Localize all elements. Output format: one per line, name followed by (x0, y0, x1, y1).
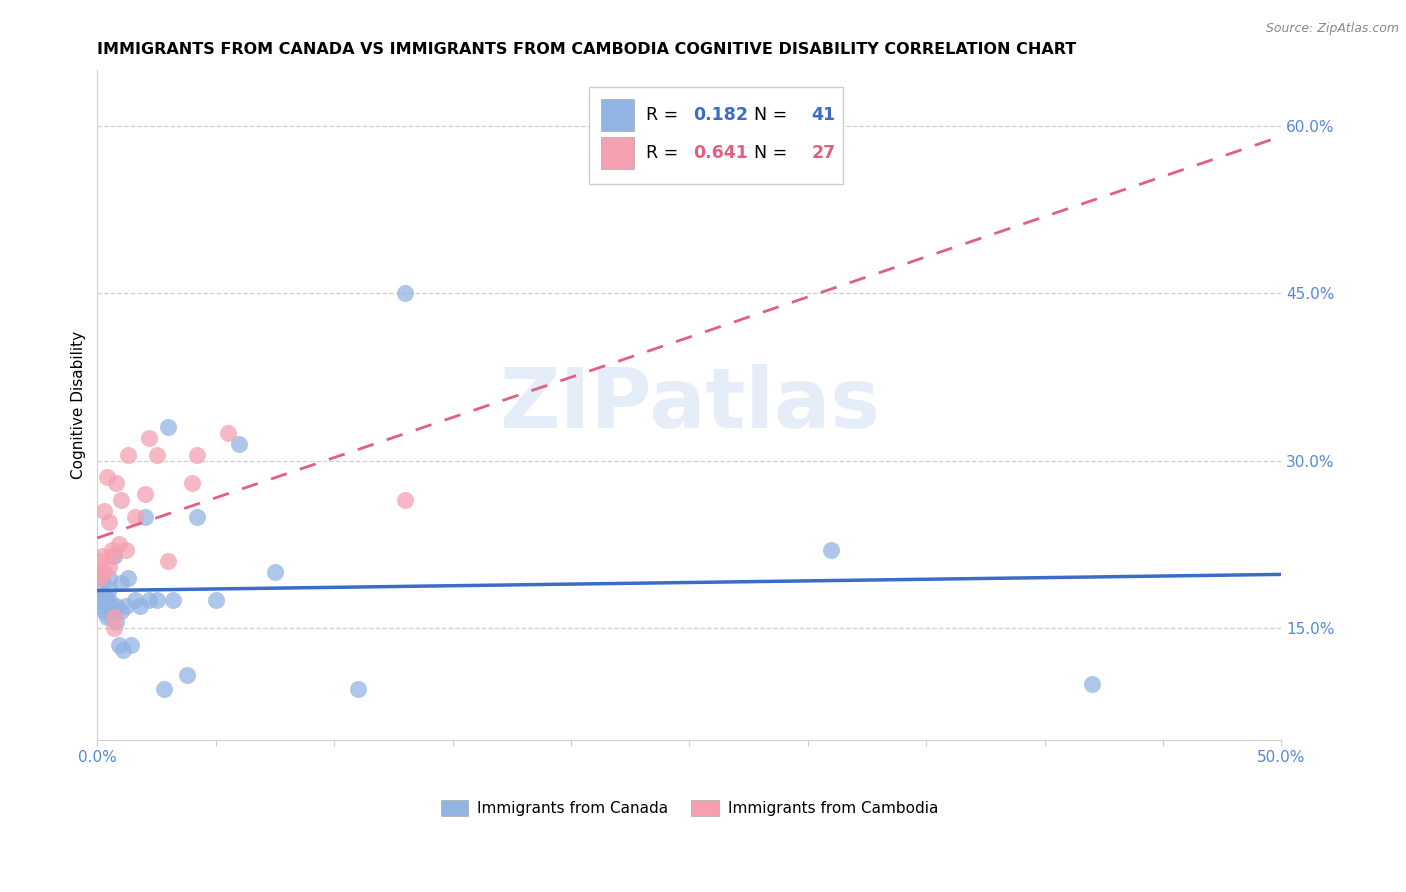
Point (394, 286, 416, 301)
Point (98, 582, 121, 596)
Point (91, 571, 114, 585)
Point (129, 599, 152, 613)
Point (103, 604, 125, 618)
Text: R =: R = (645, 106, 683, 124)
Point (93, 588, 115, 602)
Point (157, 554, 180, 568)
Point (134, 509, 156, 524)
Point (91, 593, 114, 607)
Point (138, 432, 160, 446)
Point (96, 593, 118, 607)
Point (145, 593, 167, 607)
Point (110, 576, 132, 591)
Point (124, 509, 146, 524)
Point (91, 549, 114, 563)
Point (117, 448, 139, 462)
Point (107, 638, 129, 652)
Point (100, 543, 122, 558)
Point (264, 566, 287, 580)
Point (347, 682, 370, 697)
Text: N =: N = (742, 106, 793, 124)
Point (105, 476, 128, 491)
Point (96, 610, 118, 624)
Point (103, 549, 125, 563)
Text: R =: R = (645, 144, 683, 161)
Text: 41: 41 (811, 106, 835, 124)
Point (98, 571, 121, 585)
Point (117, 571, 139, 585)
Point (93, 566, 115, 580)
Point (98, 593, 121, 607)
Point (157, 420, 180, 434)
Point (120, 638, 142, 652)
FancyBboxPatch shape (600, 99, 634, 131)
Point (394, 492, 416, 507)
Point (98, 515, 121, 529)
Text: ZIPatlas: ZIPatlas (499, 365, 880, 445)
Point (100, 599, 122, 613)
Point (186, 509, 208, 524)
Point (98, 559, 121, 574)
Point (96, 470, 118, 484)
Point (103, 610, 125, 624)
Legend: Immigrants from Canada, Immigrants from Cambodia: Immigrants from Canada, Immigrants from … (434, 794, 945, 822)
Point (103, 621, 125, 635)
Text: N =: N = (742, 144, 793, 161)
Point (181, 476, 204, 491)
Point (186, 448, 208, 462)
Point (91, 566, 114, 580)
Point (93, 604, 115, 618)
Point (162, 593, 184, 607)
Text: Source: ZipAtlas.com: Source: ZipAtlas.com (1265, 22, 1399, 36)
Point (124, 593, 146, 607)
Point (93, 504, 115, 518)
Point (204, 593, 226, 607)
Point (105, 615, 128, 630)
Point (110, 604, 132, 618)
FancyBboxPatch shape (589, 87, 844, 184)
Point (89, 554, 111, 568)
Text: IMMIGRANTS FROM CANADA VS IMMIGRANTS FROM CAMBODIA COGNITIVE DISABILITY CORRELAT: IMMIGRANTS FROM CANADA VS IMMIGRANTS FRO… (97, 42, 1077, 57)
Point (112, 643, 135, 657)
Point (100, 549, 122, 563)
Point (107, 537, 129, 551)
Text: 0.641: 0.641 (693, 144, 748, 161)
Point (114, 543, 136, 558)
Point (152, 682, 174, 697)
Point (100, 610, 122, 624)
Point (89, 599, 111, 613)
Point (114, 599, 136, 613)
Y-axis label: Cognitive Disability: Cognitive Disability (72, 331, 86, 479)
FancyBboxPatch shape (600, 136, 634, 169)
Point (228, 437, 250, 451)
Point (134, 487, 156, 501)
Point (820, 543, 842, 558)
Point (89, 571, 111, 585)
Point (176, 668, 198, 682)
Point (138, 593, 160, 607)
Point (110, 492, 132, 507)
Point (89, 582, 111, 596)
Point (105, 599, 128, 613)
Point (145, 448, 167, 462)
Text: 0.182: 0.182 (693, 106, 748, 124)
Text: 27: 27 (811, 144, 835, 161)
Point (1081, 677, 1104, 691)
Point (217, 425, 239, 440)
